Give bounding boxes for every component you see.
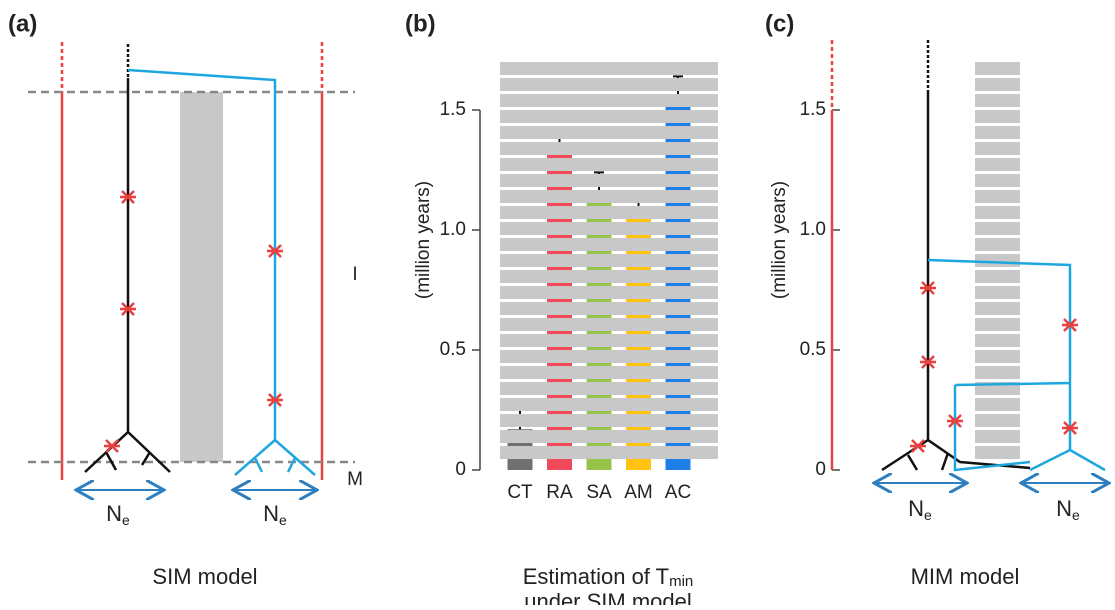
background [975,222,1020,235]
background [975,206,1020,219]
background [975,174,1020,187]
lineage-blue [127,68,316,476]
caption: Estimation of Tmin [523,564,694,590]
background [975,78,1020,91]
background [500,174,718,187]
background [975,238,1020,251]
y-axis-label: (million years) [413,181,434,299]
background [500,190,718,203]
background [975,302,1020,315]
background [975,334,1020,347]
shade [180,92,223,462]
lineage [881,92,1031,472]
y-tick-label: 1.5 [800,99,826,120]
background [975,190,1020,203]
x-tick-label: AC [665,482,691,503]
y-tick-label: 1.0 [440,219,466,240]
background [500,430,718,443]
background [975,414,1020,427]
background [975,366,1020,379]
background [975,270,1020,283]
background [500,270,718,283]
lineage-blue [927,258,1106,472]
background [975,142,1020,155]
background [975,398,1020,411]
background [975,126,1020,139]
y-tick-label: 0.5 [440,339,466,360]
panel-label: (a) [8,10,37,37]
panel-label: (b) [405,10,436,37]
background [975,446,1020,459]
background [975,286,1020,299]
background [500,366,718,379]
background [500,286,718,299]
background [500,142,718,155]
interval-label: M [347,469,363,490]
background [500,206,718,219]
background [500,94,718,107]
panel-c: (c) 1.5 1.0 0.5 0 (million years) Ne Ne MIM … [765,10,1109,589]
background [500,110,718,123]
y-tick-label: 0.5 [800,339,826,360]
y-tick-label: 1.0 [800,219,826,240]
y-tick-label: 1.5 [440,99,466,120]
y-tick-label: 0 [455,459,466,480]
lineage [84,78,171,473]
background [500,334,718,347]
x-tick-label: AM [624,482,653,503]
ne-label: Ne [106,501,130,528]
x-tick-label: CT [507,482,533,503]
background [500,318,718,331]
interval-label: I [352,264,357,285]
panel-a: (a) I M Ne Ne SIM model [8,10,363,588]
background [500,446,718,459]
mutations [910,281,1078,453]
background [500,398,718,411]
background [975,318,1020,331]
background [500,158,718,171]
background [975,430,1020,443]
x-tick-label: RA [546,482,573,503]
x-tick-label: SA [586,482,612,503]
background [500,254,718,267]
caption: MIM model [911,564,1020,589]
background [500,302,718,315]
background [500,350,718,363]
background [500,382,718,395]
background [500,78,718,91]
y-tick-label: 0 [815,459,826,480]
background [975,254,1020,267]
bar [586,196,612,470]
mutations [104,190,283,453]
ne-label: Ne [263,501,287,528]
background [500,414,718,427]
background [975,110,1020,123]
background [975,94,1020,107]
caption: under SIM model [524,589,692,605]
panel-label: (c) [765,10,794,37]
background [500,62,718,75]
background [975,350,1020,363]
caption: SIM model [152,564,257,589]
background [500,222,718,235]
background [975,62,1020,75]
ne-label: Ne [1056,496,1080,523]
y-axis-label: (million years) [769,181,790,299]
ne-label: Ne [908,496,932,523]
background [500,126,718,139]
background [500,238,718,251]
background [975,158,1020,171]
